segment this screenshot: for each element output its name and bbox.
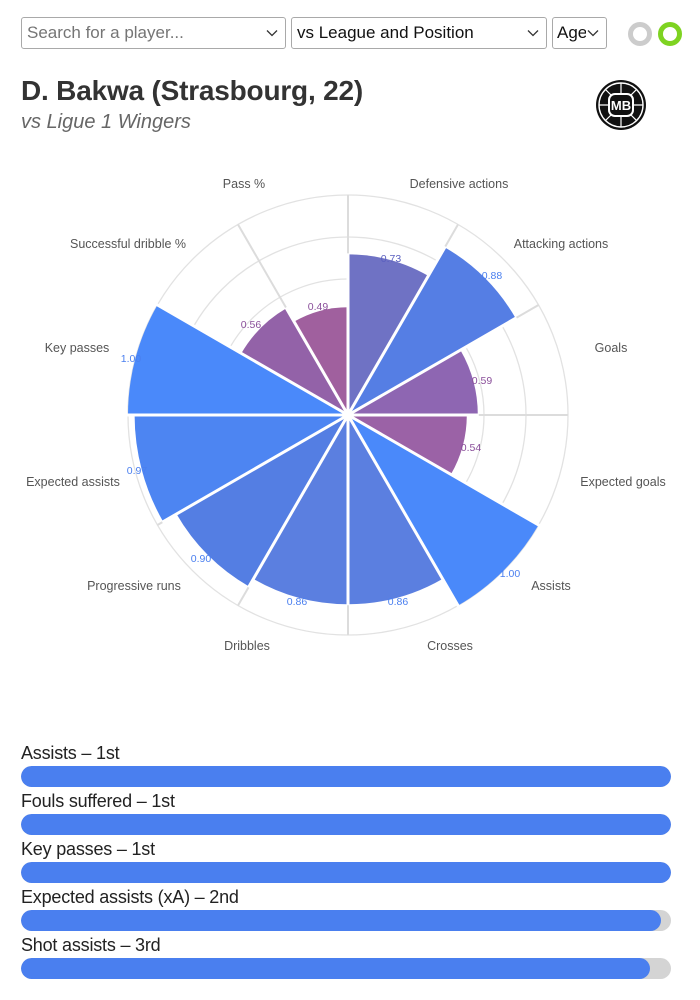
ranking-bar-track — [21, 814, 671, 835]
ranking-bar-fill — [21, 814, 671, 835]
ranking-item: Fouls suffered – 1st — [21, 790, 671, 835]
polar-chart: Defensive actions Attacking actions Goals E… — [26, 177, 666, 653]
polar-bar-attacking-actions[interactable] — [348, 247, 516, 415]
value-label: 0.54 — [461, 442, 482, 454]
value-label: 0.56 — [241, 319, 262, 331]
chevron-down-icon — [526, 26, 540, 40]
polar-bar-goals[interactable] — [348, 350, 478, 415]
polar-bar-successful-dribble[interactable] — [241, 308, 348, 415]
axis-label: Expected assists — [26, 475, 120, 489]
search-placeholder: Search for a player... — [27, 23, 184, 42]
axis-label: Expected goals — [580, 475, 665, 489]
ranking-bar-track — [21, 766, 671, 787]
chart-axis-labels: Defensive actions Attacking actions Goals E… — [26, 177, 666, 653]
value-label: 0.97 — [127, 465, 148, 477]
chart-value-labels: 0.73 0.88 0.59 0.54 1.00 0.86 0.86 0.90 0.97 1.00… — [121, 253, 521, 608]
ranking-item: Assists – 1st — [21, 742, 671, 787]
polar-bar-dribbles[interactable] — [253, 415, 348, 605]
ranking-bar-track — [21, 958, 671, 979]
ranking-item: Key passes – 1st — [21, 838, 671, 883]
page-title: D. Bakwa (Strasbourg, 22) — [21, 75, 363, 106]
bar-separator — [284, 306, 350, 416]
axis-label: Defensive actions — [410, 177, 509, 191]
ranking-label: Assists – 1st — [21, 743, 120, 763]
bar-separator — [347, 413, 541, 527]
center-dot — [344, 411, 352, 419]
ranking-bar-fill — [21, 766, 671, 787]
chart-bars — [128, 247, 539, 606]
toggle-ring-gray-icon[interactable] — [628, 22, 652, 46]
axis-label: Progressive runs — [87, 579, 181, 593]
value-label: 0.49 — [308, 301, 329, 313]
polar-bar-progressive-runs[interactable] — [176, 415, 348, 587]
value-label: 1.00 — [121, 353, 142, 365]
ranking-label: Shot assists – 3rd — [21, 935, 161, 955]
chart-separators — [127, 245, 541, 608]
brand-logo: MB — [595, 79, 647, 131]
ranking-item: Expected assists (xA) – 2nd — [21, 886, 671, 931]
ranking-bar-track — [21, 862, 671, 883]
comparison-select[interactable]: vs League and Position — [291, 17, 547, 49]
ranking-bar-track — [21, 910, 671, 931]
ranking-label: Fouls suffered – 1st — [21, 791, 175, 811]
ranking-label: Key passes – 1st — [21, 839, 155, 859]
bar-separator — [346, 414, 460, 608]
bar-separator — [161, 413, 349, 524]
mb-logo-icon: MB — [596, 80, 646, 130]
svg-text:MB: MB — [611, 98, 631, 113]
axis-label: Goals — [595, 341, 628, 355]
value-label: 0.86 — [287, 596, 308, 608]
chevron-down-icon — [586, 26, 600, 40]
bar-separator — [347, 316, 518, 417]
axis-label: Successful dribble % — [70, 237, 186, 251]
age-select[interactable]: Age — [552, 17, 607, 49]
polar-bar-defensive-actions[interactable] — [348, 254, 429, 415]
toggle-ring-green-icon[interactable] — [658, 22, 682, 46]
value-label: 1.00 — [500, 568, 521, 580]
chevron-down-icon — [265, 26, 279, 40]
value-label: 0.90 — [191, 553, 212, 565]
ranking-bar-fill — [21, 910, 662, 931]
ranking-bar-fill — [21, 862, 671, 883]
bar-separator — [346, 245, 447, 416]
page-subtitle: vs Ligue 1 Wingers — [21, 111, 191, 133]
polar-bar-crosses[interactable] — [348, 415, 443, 605]
axis-label: Key passes — [45, 341, 110, 355]
ranking-bar-fill — [21, 958, 651, 979]
value-label: 0.73 — [381, 253, 402, 265]
polar-bar-key-passes[interactable] — [128, 305, 348, 415]
axis-label: Pass % — [223, 177, 265, 191]
ranking-label: Expected assists (xA) – 2nd — [21, 887, 239, 907]
axis-label: Assists — [531, 579, 571, 593]
comparison-value: vs League and Position — [297, 23, 474, 42]
bar-separator — [155, 303, 349, 417]
value-label: 0.86 — [388, 596, 409, 608]
polar-bar-expected-goals[interactable] — [348, 415, 467, 475]
polar-bar-assists[interactable] — [348, 415, 539, 606]
axis-label: Crosses — [427, 639, 473, 653]
player-search-select[interactable]: Search for a player... — [21, 17, 286, 49]
bar-separator — [247, 414, 350, 589]
polar-bar-pass[interactable] — [294, 307, 348, 415]
ranking-item: Shot assists – 3rd — [21, 934, 671, 979]
age-value: Age — [557, 23, 586, 42]
value-label: 0.88 — [482, 270, 503, 282]
value-label: 0.59 — [472, 375, 493, 387]
polar-bar-expected-assists[interactable] — [134, 415, 348, 522]
axis-label: Dribbles — [224, 639, 270, 653]
axis-label: Attacking actions — [514, 237, 609, 251]
